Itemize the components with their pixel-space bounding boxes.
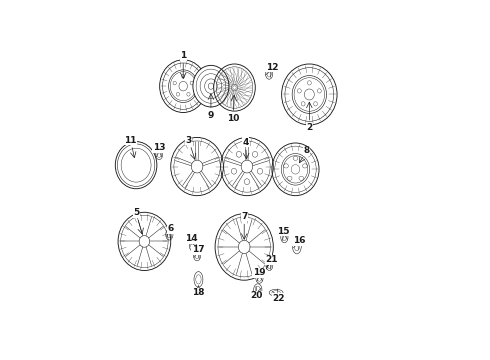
Ellipse shape [193, 66, 229, 107]
Ellipse shape [169, 70, 198, 103]
Text: 20: 20 [250, 291, 262, 300]
Ellipse shape [238, 240, 250, 253]
Ellipse shape [191, 160, 203, 173]
Text: 3: 3 [186, 136, 192, 145]
Text: 10: 10 [227, 113, 239, 122]
Ellipse shape [139, 235, 149, 247]
Text: 21: 21 [266, 256, 278, 265]
Text: 9: 9 [208, 111, 214, 120]
Text: 15: 15 [277, 227, 289, 236]
Text: 8: 8 [303, 146, 310, 155]
Text: 1: 1 [180, 51, 186, 60]
Text: 4: 4 [243, 138, 249, 147]
Text: 2: 2 [306, 123, 313, 132]
Ellipse shape [241, 160, 253, 173]
Text: 17: 17 [192, 245, 204, 254]
Text: 12: 12 [266, 63, 278, 72]
Text: 22: 22 [272, 294, 285, 303]
Ellipse shape [232, 84, 237, 91]
Text: 13: 13 [153, 144, 165, 153]
Ellipse shape [292, 76, 326, 113]
Text: 19: 19 [252, 268, 265, 277]
Text: 18: 18 [192, 288, 205, 297]
Ellipse shape [281, 153, 310, 185]
Text: 5: 5 [133, 208, 139, 217]
Text: 7: 7 [241, 212, 247, 221]
Text: 6: 6 [168, 224, 174, 233]
Text: 11: 11 [124, 136, 137, 145]
Text: 14: 14 [185, 234, 197, 243]
Text: 16: 16 [293, 236, 305, 245]
